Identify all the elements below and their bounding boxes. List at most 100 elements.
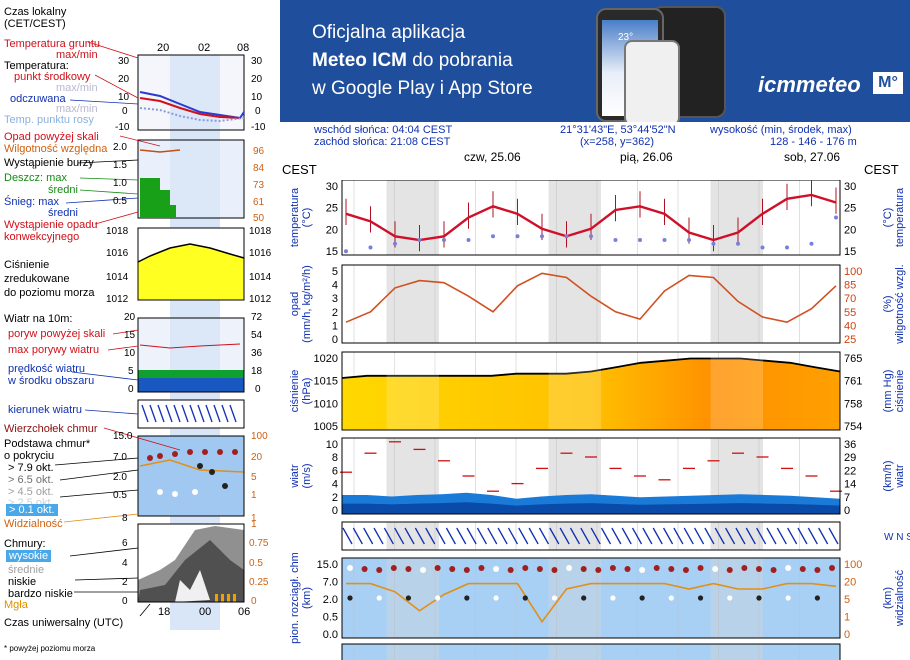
- night-band: [710, 644, 763, 660]
- y-tick-label: 0: [332, 505, 338, 517]
- legend-pressure-tick: 1016: [106, 248, 129, 259]
- legend-pressure-tick-r: 1018: [249, 226, 272, 237]
- legend-vis-tick: 1: [251, 490, 257, 501]
- panel-label-right: temperatura: [894, 187, 906, 247]
- y-tick-label: 1020: [314, 353, 338, 365]
- wind-arrow: [662, 527, 674, 545]
- wind-arrow: [414, 527, 425, 545]
- legend-cloud-tick: 15.0: [113, 431, 133, 442]
- cloud-top-dot: [493, 566, 500, 572]
- wind-arrow: [818, 527, 829, 545]
- legend-wind-tick: 10: [124, 348, 136, 359]
- cloud-base-dot: [756, 595, 762, 601]
- coords: 21°31'43"E, 53°44'52"N: [560, 124, 676, 136]
- wind-arrow: [352, 527, 363, 545]
- legend-panel: Czas lokalny (CET/CEST) 20 02 08 Tempera…: [0, 0, 280, 660]
- cloud-top-dot: [595, 567, 602, 573]
- legend-precip-above: Opad powyżej skali: [4, 131, 99, 143]
- cloud-base-dot: [697, 595, 704, 601]
- legend-utc-hour: 06: [238, 606, 251, 618]
- y-tick-label-right: 0: [844, 505, 850, 517]
- cloud-top-dot: [741, 565, 748, 571]
- panel-label-right: (°C): [882, 208, 894, 228]
- wind-arrow: [456, 527, 467, 545]
- legend-cloud-top: Wierzchołek chmur: [4, 423, 98, 435]
- y-tick-label-right: 758: [844, 398, 862, 410]
- app-banner[interactable]: Oficjalna aplikacja Meteo ICM do pobrani…: [280, 0, 910, 122]
- legend-max-gust: max porywy wiatru: [8, 344, 100, 356]
- y-tick-label-right: 25: [844, 203, 856, 215]
- night-band: [386, 352, 439, 430]
- tz-right: CEST: [864, 162, 899, 177]
- y-tick-label: 2: [332, 307, 338, 319]
- panel-label-right: (%): [882, 295, 894, 312]
- legend-wind-tick: 5: [128, 366, 134, 377]
- phone-temp: 23°: [618, 32, 634, 43]
- legend-cl-tick: 6: [122, 538, 128, 549]
- legend-wind-tick-r: 54: [251, 330, 263, 341]
- legend-wind: Wiatr na 10m:: [4, 313, 73, 325]
- cloud-top-dot: [390, 565, 397, 571]
- cloud-top-dot: [449, 566, 456, 572]
- dew-point-dot: [687, 238, 691, 242]
- y-tick-label-right: 100: [844, 266, 862, 278]
- panel-label-right: (km): [882, 587, 894, 609]
- legend-temp-ground: Temperatura gruntu: [4, 38, 100, 50]
- wind-arrow: [445, 527, 456, 545]
- night-band: [548, 180, 601, 255]
- wind-arrow: [725, 527, 736, 545]
- dew-point-dot: [393, 241, 397, 246]
- legend-hum-tick: 96: [253, 146, 265, 157]
- banner-line2-rest: do pobrania: [407, 50, 513, 71]
- wind-arrow: [745, 527, 756, 545]
- cloud-base-dot: [668, 595, 674, 601]
- wind-arrow: [373, 527, 384, 545]
- y-tick-label: 5: [332, 266, 338, 278]
- legend-pressure-tick: 1018: [106, 226, 129, 237]
- panel-6: [341, 643, 841, 660]
- cloud-base-dot: [347, 595, 353, 601]
- legend-pressure-tick-r: 1014: [249, 272, 272, 283]
- panel-5: pion. rozciągł. chm (km) (km) widzialność: [289, 552, 906, 644]
- panel-frame: [341, 521, 841, 551]
- wind-arrow: [383, 527, 394, 545]
- legend-cloud-tick: 2.0: [113, 472, 127, 483]
- night-band: [548, 265, 601, 343]
- legend-precip-tick: 1.5: [113, 160, 127, 171]
- panel-frame: [341, 351, 841, 431]
- cloud-base-dot: [727, 595, 733, 601]
- wind-arrow: [704, 527, 715, 545]
- cloud-base-dot: [581, 595, 587, 601]
- icm-logo[interactable]: icmmeteo M°: [758, 72, 903, 102]
- cloud-base-dot: [493, 595, 499, 601]
- cloud-top-dot: [755, 566, 762, 572]
- y-tick-label-right: 15: [844, 246, 856, 258]
- logo-text: icmmeteo: [758, 72, 861, 97]
- legend-temp-tick: 10: [118, 92, 130, 103]
- wind-arrow: [807, 527, 818, 545]
- y-tick-label-right: 0: [844, 629, 850, 641]
- wind-arrow: [756, 527, 767, 545]
- cloud-top-dot: [536, 566, 543, 572]
- temp-line: [345, 193, 837, 242]
- wind-arrow: [394, 527, 405, 545]
- legend-clr-tick: 0.5: [249, 558, 263, 569]
- banner-line2-bold: Meteo ICM: [312, 50, 407, 71]
- y-tick-label: 25: [326, 203, 338, 215]
- legend-low: niskie: [8, 576, 37, 588]
- legend-rain-max: Deszcz: max: [4, 172, 67, 184]
- panel-label-left: (km): [301, 587, 313, 609]
- cloud-top-dot: [712, 566, 719, 572]
- wind-arrow: [590, 527, 601, 545]
- wind-arrow: [518, 527, 529, 545]
- y-tick-label: 4: [332, 479, 338, 491]
- cloud-top-dot: [347, 565, 353, 571]
- day-1: pią, 26.06: [620, 150, 673, 164]
- cloud-base-dot: [551, 595, 558, 601]
- panel-label-right: widzialność: [894, 569, 906, 627]
- legend-okt-1: > 7.9 okt.: [8, 462, 54, 474]
- pressure-line: [341, 357, 841, 379]
- wind-arrow: [735, 527, 746, 545]
- y-tick-label-right: 20: [844, 224, 856, 236]
- cloud-base-dot: [610, 595, 616, 601]
